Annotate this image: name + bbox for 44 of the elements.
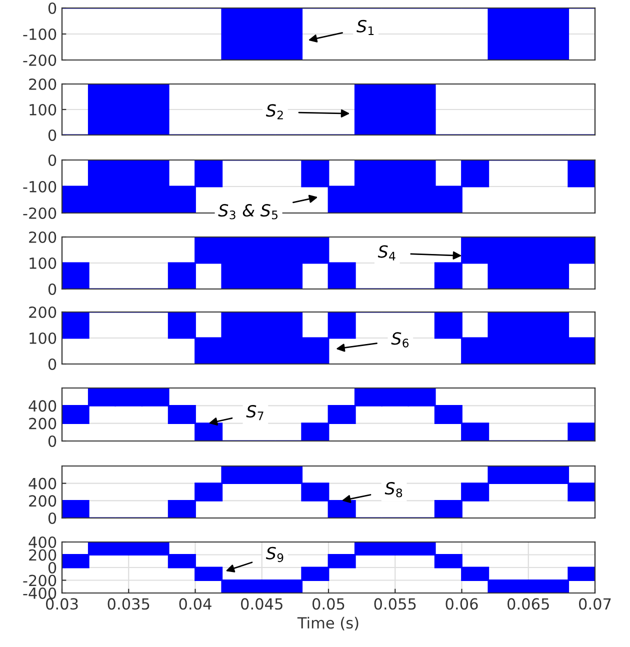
y-tick-label: 200 [29,418,56,430]
y-tick-label: 0 [48,2,56,14]
x-tick-label: 0.04 [179,598,212,610]
annotation: S$_{9}$ [266,546,284,562]
y-tick-label: -200 [23,54,56,66]
y-tick-label: 0 [48,283,56,296]
y-tick-label: -100 [23,180,56,193]
y-tick-label: 400 [28,478,56,490]
y-tick-label: 0 [48,512,56,524]
x-axis-title: Time (s) [297,616,358,630]
x-tick-label: 0.045 [241,598,282,610]
y-tick-label: 100 [30,104,56,116]
x-tick-label: 0.05 [312,598,344,610]
annotation: S$_{7}$ [246,405,264,420]
annotation: S$_{1}$ [356,20,374,35]
annotation: S$_{3}$ & S$_{5}$ [218,204,278,220]
y-tick-label: 0 [48,435,56,448]
y-tick-label: -100 [23,28,56,40]
y-tick-label: 200 [29,306,56,318]
annotation: S$_{6}$ [391,332,409,348]
y-tick-label: 400 [28,536,56,548]
y-tick-label: 200 [29,78,56,90]
y-tick-label: -200 [23,574,56,586]
y-tick-label: 0 [48,154,56,166]
y-tick-label: 0 [48,562,56,574]
annotation: S$_{4}$ [378,245,396,260]
annotation: S$_{8}$ [384,482,402,498]
y-tick-label: -200 [23,207,56,220]
y-tick-label: 0 [48,358,56,370]
x-tick-label: 0.06 [446,598,478,610]
x-tick-label: 0.07 [579,598,611,610]
x-tick-label: 0.035 [108,598,150,610]
y-tick-label: 100 [30,257,56,270]
x-tick-label: 0.055 [374,598,416,610]
y-tick-label: 400 [28,400,56,412]
y-tick-label: 200 [29,495,56,507]
y-tick-label: 200 [29,231,56,244]
y-tick-label: 100 [30,332,56,344]
x-tick-label: 0.03 [46,598,78,610]
annotation: S$_{2}$ [266,104,283,120]
y-tick-label: 200 [29,549,56,561]
y-tick-label: -400 [23,587,56,600]
y-tick-label: 0 [48,129,56,142]
x-tick-label: 0.065 [508,598,549,610]
